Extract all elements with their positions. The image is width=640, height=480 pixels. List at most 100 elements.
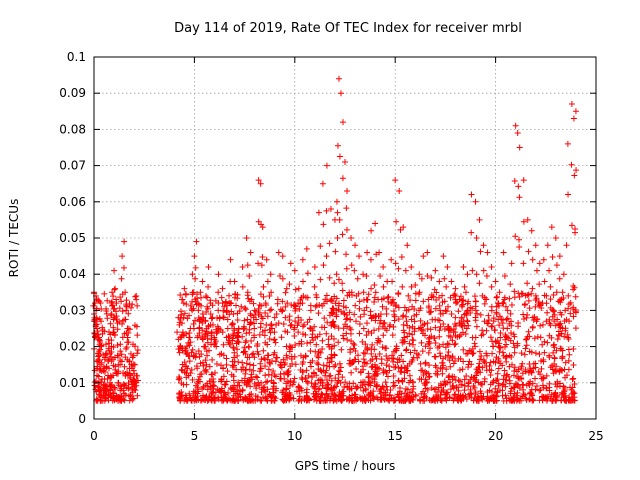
data-point xyxy=(508,322,515,329)
data-point xyxy=(307,363,314,370)
data-point xyxy=(177,291,184,298)
data-point xyxy=(493,354,500,361)
data-point xyxy=(327,372,334,379)
data-point xyxy=(299,323,306,330)
data-point xyxy=(197,378,204,385)
data-point xyxy=(208,371,215,378)
data-point xyxy=(404,242,411,249)
data-point xyxy=(214,386,221,393)
data-point xyxy=(292,342,299,349)
x-tick-label: 10 xyxy=(287,429,302,443)
data-point xyxy=(224,316,231,323)
data-point xyxy=(245,343,252,350)
data-point xyxy=(247,374,254,381)
data-point xyxy=(392,177,399,184)
data-point xyxy=(516,293,523,300)
data-point xyxy=(248,337,255,344)
y-tick-label: 0.02 xyxy=(59,340,86,354)
data-point xyxy=(363,332,370,339)
data-point xyxy=(263,321,270,328)
data-point xyxy=(472,317,479,324)
data-point xyxy=(456,366,463,373)
data-point xyxy=(129,383,136,390)
data-point xyxy=(511,344,518,351)
data-point xyxy=(286,389,293,396)
data-point xyxy=(409,331,416,338)
data-point xyxy=(550,292,557,299)
data-point xyxy=(132,293,139,300)
data-point xyxy=(337,393,344,400)
x-tick-label: 0 xyxy=(90,429,98,443)
data-point xyxy=(111,267,118,274)
data-point xyxy=(218,385,225,392)
data-point xyxy=(388,256,395,263)
data-point xyxy=(541,278,548,285)
data-point xyxy=(258,356,265,363)
data-point xyxy=(436,350,443,357)
data-point xyxy=(199,278,206,285)
data-point xyxy=(192,264,199,271)
data-point xyxy=(488,303,495,310)
data-point xyxy=(303,378,310,385)
data-point xyxy=(426,373,433,380)
data-point xyxy=(262,395,269,402)
data-point xyxy=(456,320,463,327)
data-point xyxy=(223,378,230,385)
data-point xyxy=(455,355,462,362)
data-point xyxy=(105,336,112,343)
data-point xyxy=(493,339,500,346)
data-point xyxy=(493,377,500,384)
data-point xyxy=(356,330,363,337)
data-point xyxy=(570,304,577,311)
data-point xyxy=(251,307,258,314)
data-point xyxy=(400,358,407,365)
data-point xyxy=(479,292,486,299)
data-point xyxy=(395,265,402,272)
data-point xyxy=(460,263,467,270)
data-point xyxy=(122,345,129,352)
data-point xyxy=(263,256,270,263)
data-point xyxy=(471,293,478,300)
data-point xyxy=(493,294,500,301)
data-point xyxy=(266,293,273,300)
data-point xyxy=(468,229,475,236)
data-point xyxy=(387,391,394,398)
data-point xyxy=(503,341,510,348)
data-point xyxy=(502,333,509,340)
data-point xyxy=(552,397,559,404)
data-point xyxy=(343,396,350,403)
data-point xyxy=(334,209,341,216)
data-point xyxy=(340,325,347,332)
data-point xyxy=(98,318,105,325)
data-point xyxy=(192,298,199,305)
data-point xyxy=(235,397,242,404)
data-point xyxy=(525,297,532,304)
y-tick-label: 0.09 xyxy=(59,86,86,100)
data-point xyxy=(209,356,216,363)
data-point xyxy=(447,379,454,386)
data-point xyxy=(199,311,206,318)
data-point xyxy=(117,383,124,390)
data-point xyxy=(488,323,495,330)
data-point xyxy=(361,307,368,314)
data-point xyxy=(452,340,459,347)
data-point xyxy=(452,329,459,336)
data-point xyxy=(248,296,255,303)
data-point xyxy=(377,396,384,403)
data-point xyxy=(307,347,314,354)
data-point xyxy=(485,312,492,319)
data-point xyxy=(323,292,330,299)
data-point xyxy=(570,313,577,320)
data-point xyxy=(219,285,226,292)
data-point xyxy=(229,335,236,342)
data-point xyxy=(385,293,392,300)
data-point xyxy=(425,304,432,311)
data-point xyxy=(549,313,556,320)
data-point xyxy=(265,352,272,359)
data-point xyxy=(502,303,509,310)
data-point xyxy=(554,336,561,343)
data-point xyxy=(572,293,579,300)
data-point xyxy=(467,390,474,397)
data-point xyxy=(530,360,537,367)
data-point xyxy=(564,331,571,338)
